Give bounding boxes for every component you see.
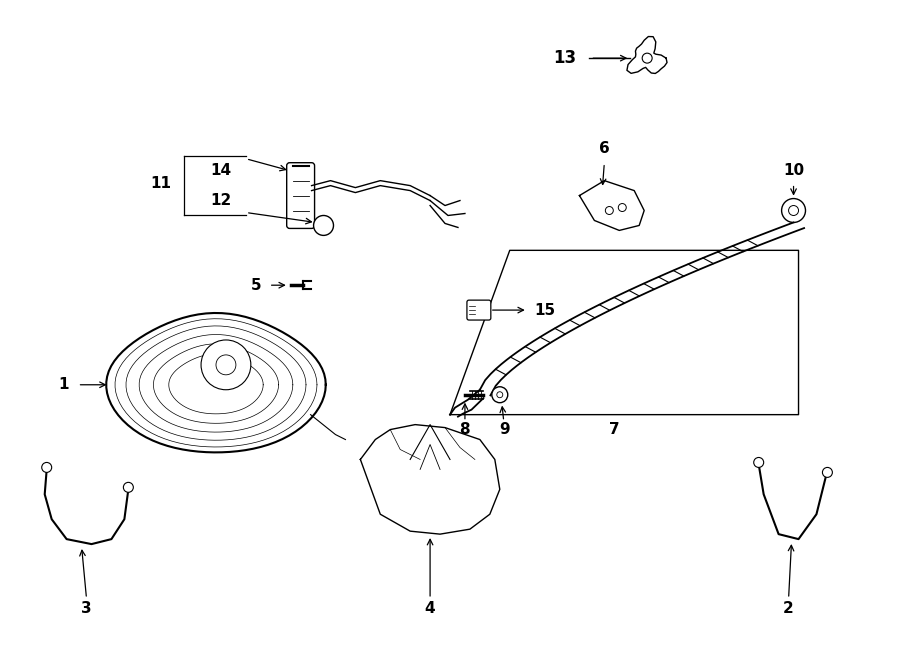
- Polygon shape: [450, 251, 798, 414]
- Circle shape: [823, 467, 832, 477]
- Text: 6: 6: [599, 141, 609, 156]
- Circle shape: [497, 392, 503, 398]
- Text: 10: 10: [783, 163, 804, 178]
- Circle shape: [753, 457, 764, 467]
- Circle shape: [123, 483, 133, 492]
- Circle shape: [618, 204, 626, 212]
- Polygon shape: [106, 313, 326, 452]
- Text: 14: 14: [211, 163, 231, 178]
- Text: 11: 11: [150, 176, 172, 191]
- Text: 9: 9: [500, 422, 510, 437]
- Circle shape: [606, 206, 613, 214]
- Text: 5: 5: [250, 278, 261, 293]
- FancyBboxPatch shape: [467, 300, 491, 320]
- Text: 15: 15: [534, 303, 555, 317]
- Text: 13: 13: [553, 49, 576, 67]
- Circle shape: [643, 53, 652, 63]
- Circle shape: [491, 387, 508, 403]
- Circle shape: [313, 215, 334, 235]
- Text: 1: 1: [58, 377, 69, 392]
- Text: 12: 12: [211, 193, 231, 208]
- Text: 7: 7: [609, 422, 619, 437]
- Polygon shape: [360, 424, 500, 534]
- Text: 8: 8: [460, 422, 470, 437]
- Circle shape: [201, 340, 251, 390]
- Circle shape: [41, 463, 51, 473]
- Circle shape: [216, 355, 236, 375]
- Polygon shape: [580, 180, 644, 231]
- Text: 4: 4: [425, 602, 436, 616]
- FancyBboxPatch shape: [287, 163, 315, 229]
- Text: 3: 3: [81, 602, 92, 616]
- Text: 2: 2: [783, 602, 794, 616]
- Polygon shape: [627, 36, 667, 73]
- Circle shape: [788, 206, 798, 215]
- Circle shape: [781, 198, 806, 223]
